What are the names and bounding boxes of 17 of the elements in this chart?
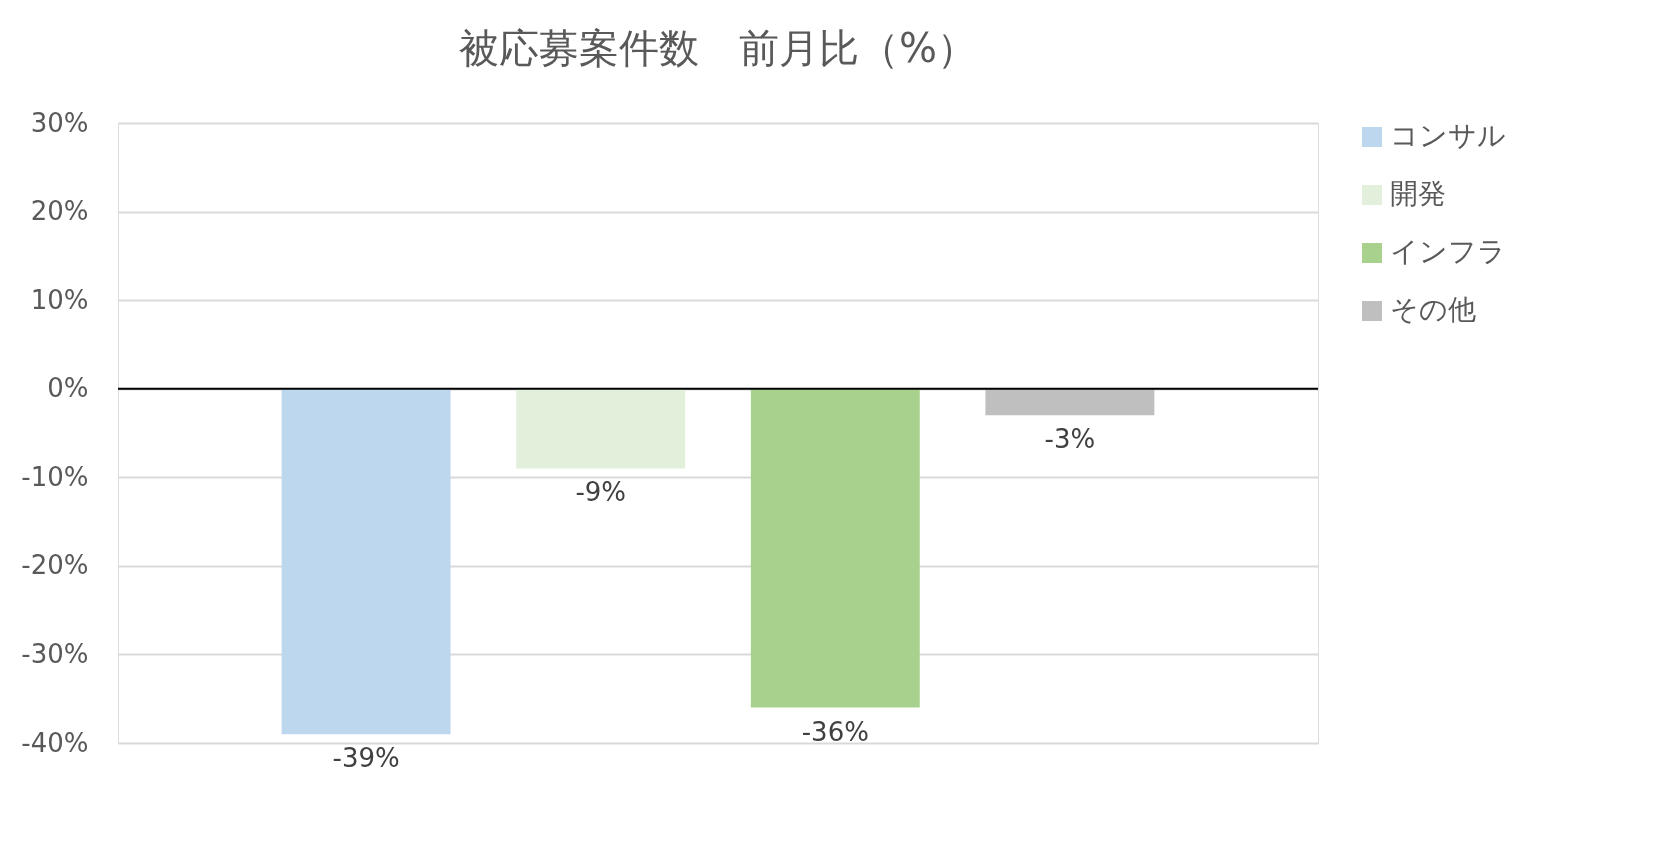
y-tick-label: 0%: [47, 373, 89, 404]
data-label: -39%: [332, 743, 400, 774]
chart-title: 被応募案件数 前月比（%）: [458, 25, 978, 71]
y-tick-label: -30%: [21, 638, 89, 669]
legend-label: コンサル: [1390, 119, 1506, 152]
y-tick-label: -10%: [21, 461, 89, 492]
y-tick-label: 20%: [30, 196, 89, 227]
y-tick-label: -20%: [21, 550, 89, 581]
data-label: -9%: [575, 477, 627, 508]
y-tick-label: -40%: [21, 727, 89, 758]
y-tick-label: 10%: [30, 284, 89, 315]
y-tick-label: 30%: [30, 107, 89, 138]
data-label: -3%: [1044, 424, 1096, 455]
legend-label: インフラ: [1390, 235, 1506, 268]
legend-label: 開発: [1390, 177, 1446, 210]
data-label: -36%: [801, 716, 869, 747]
legend-label: その他: [1390, 293, 1476, 326]
